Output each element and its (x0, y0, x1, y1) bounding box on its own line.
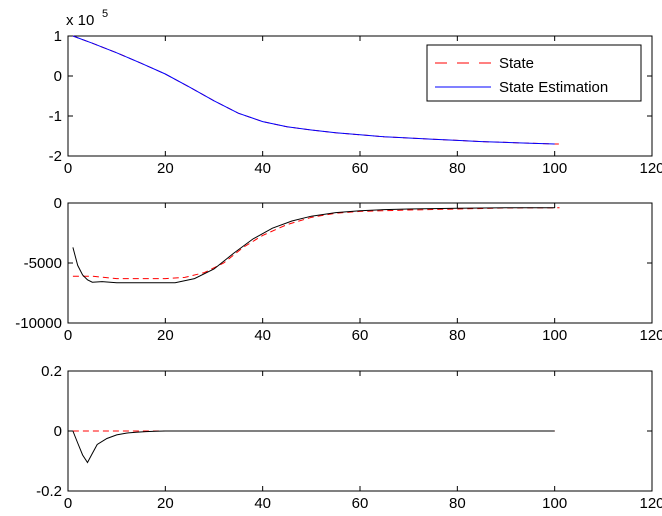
y-tick-label: -1 (49, 108, 62, 125)
x-tick-label: 60 (352, 160, 369, 177)
x-tick-label: 120 (639, 495, 662, 512)
y-tick-label: 0 (54, 68, 62, 85)
y-tick-label: -10000 (15, 315, 62, 332)
x-tick-label: 20 (157, 495, 174, 512)
series-line-estimate (72, 207, 555, 284)
y-tick-label: 1 (54, 28, 62, 45)
x-tick-label: 20 (157, 160, 174, 177)
axes-box (67, 202, 653, 324)
y-tick-label: 0.2 (41, 363, 62, 380)
x-tick-label: 60 (352, 327, 369, 344)
legend: State State Estimation (426, 44, 642, 102)
x-tick-label: 80 (449, 495, 466, 512)
subplot-1: 0 20 40 60 80 100 120 -2 -1 0 1x 10 5 State State Est… (49, 8, 662, 177)
x-tick-label: 100 (542, 160, 567, 177)
x-tick-label: 0 (64, 495, 72, 512)
y-tick-label: -5000 (24, 255, 62, 272)
subplot-3: 0 20 40 60 80 100 120-0.200.2 (36, 363, 662, 512)
y-tick-label: -0.2 (36, 483, 62, 500)
x-tick-label: 100 (542, 495, 567, 512)
x-tick-label: 0 (64, 327, 72, 344)
y-tick-label: 0 (54, 195, 62, 212)
subplot-2: 0 20 40 60 80 100 120 -10000 -5000 0 (15, 195, 662, 344)
x-tick-label: 120 (639, 327, 662, 344)
series-line-estimate (72, 430, 555, 464)
x-tick-label: 60 (352, 495, 369, 512)
x-tick-label: 120 (639, 160, 662, 177)
x-tick-label: 40 (254, 160, 271, 177)
x-tick-label: 20 (157, 327, 174, 344)
legend-box (426, 44, 642, 102)
x-tick-label: 40 (254, 327, 271, 344)
x-tick-label: 40 (254, 495, 271, 512)
x-tick-label: 100 (542, 327, 567, 344)
legend-label: State Estimation (499, 79, 608, 96)
y-exponent-power: 5 (102, 8, 108, 20)
x-tick-label: 0 (64, 160, 72, 177)
y-tick-label: -2 (49, 148, 62, 165)
series-line-estimate (72, 35, 555, 145)
series-line-state (72, 207, 560, 280)
y-exponent-label: x 10 (66, 12, 94, 29)
legend-label: State (499, 55, 534, 72)
x-tick-label: 80 (449, 327, 466, 344)
x-tick-label: 80 (449, 160, 466, 177)
y-tick-label: 0 (54, 423, 62, 440)
